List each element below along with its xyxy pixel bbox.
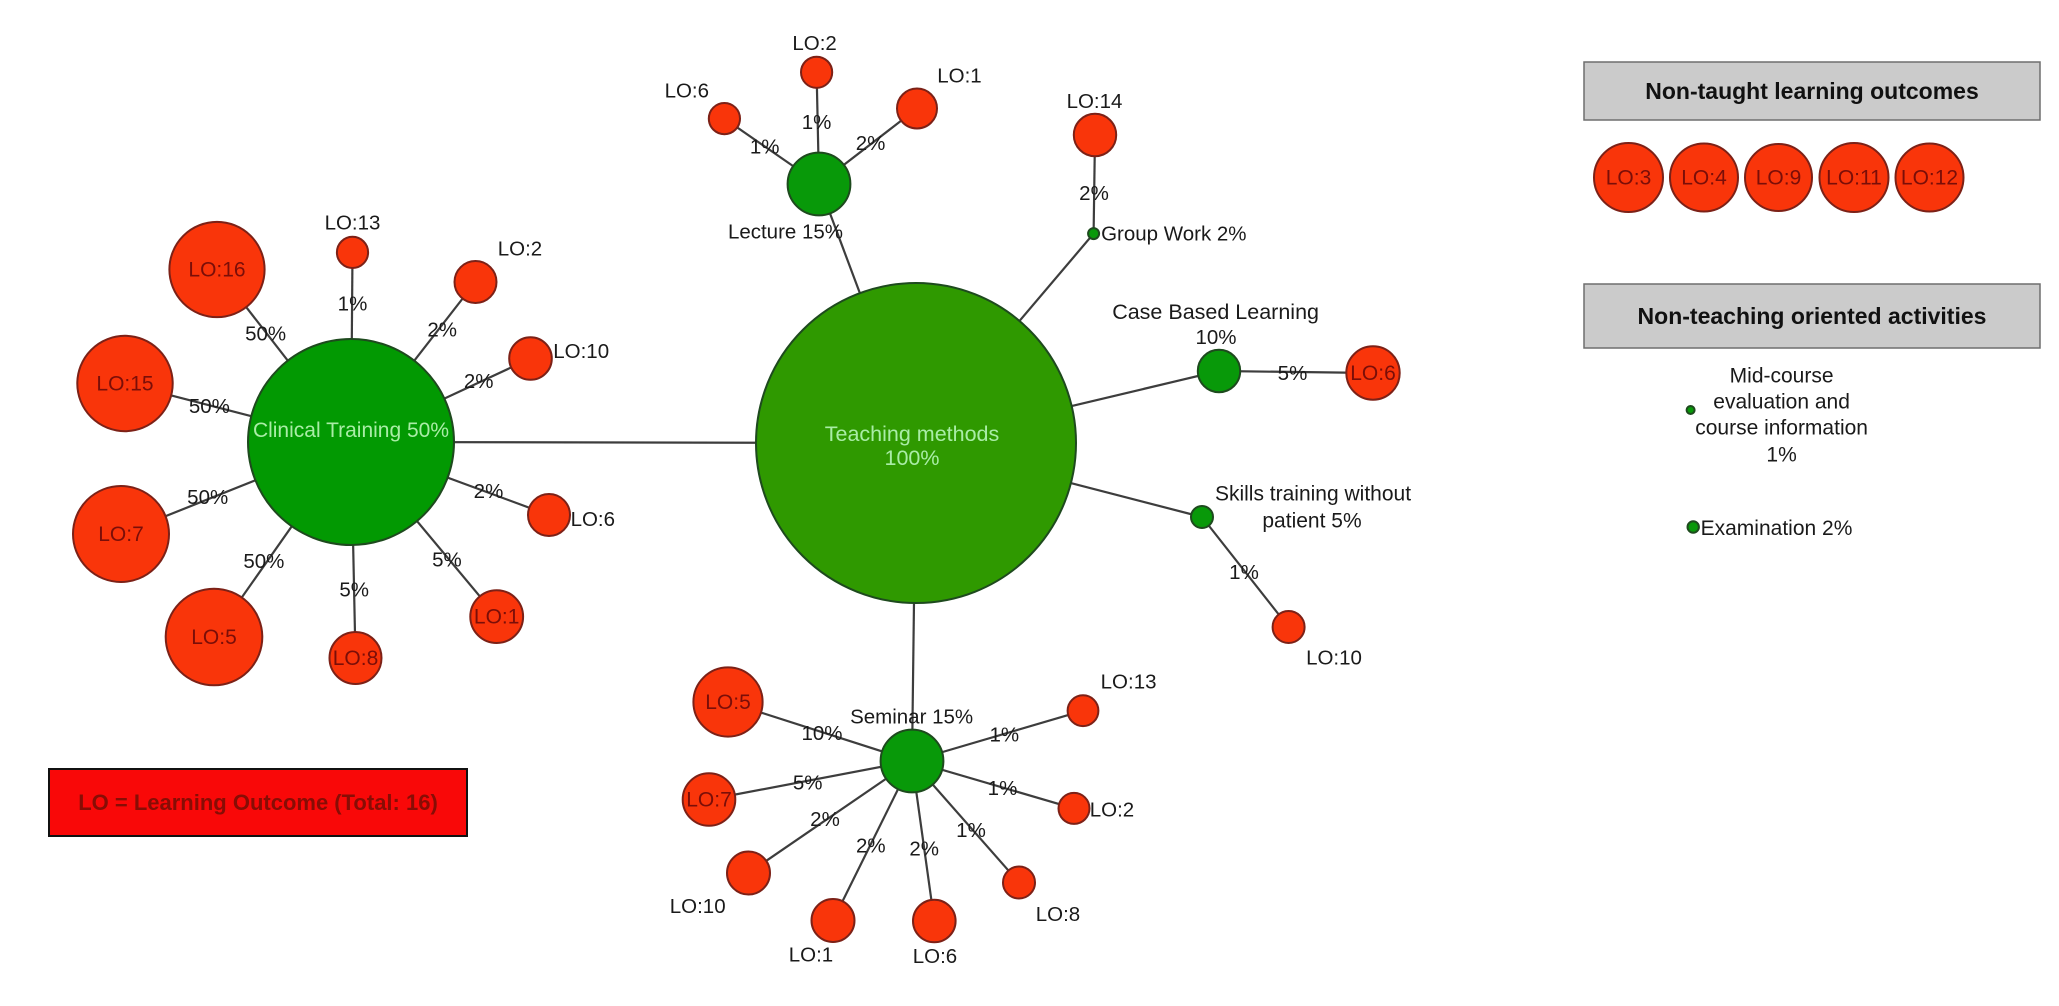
- svg-text:LO:10: LO:10: [553, 340, 609, 363]
- svg-text:Non-teaching oriented activiti: Non-teaching oriented activities: [1638, 303, 1987, 329]
- svg-text:Seminar 15%: Seminar 15%: [850, 706, 973, 729]
- svg-text:100%: 100%: [885, 446, 940, 470]
- svg-text:Non-taught learning outcomes: Non-taught learning outcomes: [1645, 78, 1979, 104]
- svg-text:50%: 50%: [189, 395, 230, 418]
- svg-text:LO:11: LO:11: [1826, 167, 1882, 190]
- svg-text:LO:6: LO:6: [1350, 362, 1396, 385]
- svg-text:LO:10: LO:10: [670, 895, 726, 918]
- svg-text:50%: 50%: [243, 550, 284, 573]
- svg-text:5%: 5%: [793, 771, 823, 794]
- svg-text:5%: 5%: [432, 548, 462, 571]
- svg-text:LO:12: LO:12: [1901, 167, 1958, 190]
- svg-text:Mid-course: Mid-course: [1730, 365, 1834, 388]
- svg-text:2%: 2%: [474, 480, 504, 503]
- svg-text:10%: 10%: [801, 722, 842, 745]
- svg-text:Clinical Training 50%: Clinical Training 50%: [253, 419, 449, 442]
- svg-text:LO:13: LO:13: [1101, 671, 1157, 694]
- svg-text:LO:8: LO:8: [333, 647, 379, 670]
- svg-text:LO:16: LO:16: [188, 259, 245, 282]
- svg-text:LO:14: LO:14: [1067, 90, 1123, 113]
- svg-text:LO:5: LO:5: [705, 691, 751, 714]
- svg-text:2%: 2%: [856, 835, 886, 858]
- svg-text:5%: 5%: [1278, 362, 1308, 385]
- svg-text:LO:2: LO:2: [792, 32, 836, 55]
- svg-text:LO:6: LO:6: [665, 80, 709, 103]
- svg-text:LO:6: LO:6: [571, 508, 615, 531]
- svg-text:course information: course information: [1695, 417, 1868, 440]
- svg-text:2%: 2%: [464, 370, 494, 393]
- svg-text:Teaching methods: Teaching methods: [825, 422, 1000, 446]
- svg-text:Examination 2%: Examination 2%: [1701, 517, 1853, 540]
- svg-text:LO:10: LO:10: [1306, 647, 1362, 670]
- svg-text:2%: 2%: [909, 837, 939, 860]
- svg-text:2%: 2%: [1079, 182, 1109, 205]
- svg-text:LO:6: LO:6: [913, 945, 957, 968]
- svg-text:2%: 2%: [427, 318, 457, 341]
- svg-text:evaluation and: evaluation and: [1713, 391, 1850, 414]
- svg-text:patient 5%: patient 5%: [1262, 510, 1361, 533]
- svg-text:1%: 1%: [1766, 444, 1796, 467]
- svg-text:5%: 5%: [339, 579, 369, 602]
- svg-text:LO:2: LO:2: [1090, 799, 1134, 822]
- svg-text:50%: 50%: [187, 486, 228, 509]
- svg-text:LO = Learning Outcome (Total:: LO = Learning Outcome (Total: 16): [78, 790, 438, 815]
- svg-text:Lecture 15%: Lecture 15%: [728, 220, 843, 243]
- svg-text:LO:3: LO:3: [1606, 167, 1652, 190]
- svg-text:LO:13: LO:13: [325, 211, 381, 234]
- svg-text:1%: 1%: [1229, 561, 1259, 584]
- svg-text:1%: 1%: [750, 135, 780, 158]
- svg-text:50%: 50%: [245, 323, 286, 346]
- svg-text:1%: 1%: [988, 777, 1018, 800]
- svg-text:LO:1: LO:1: [789, 944, 833, 967]
- svg-text:1%: 1%: [956, 819, 986, 842]
- svg-text:LO:1: LO:1: [474, 606, 520, 629]
- svg-text:LO:9: LO:9: [1756, 167, 1802, 190]
- svg-text:2%: 2%: [856, 132, 886, 155]
- svg-text:LO:2: LO:2: [498, 237, 542, 260]
- svg-text:10%: 10%: [1195, 326, 1236, 349]
- svg-text:LO:8: LO:8: [1036, 903, 1080, 926]
- svg-text:LO:5: LO:5: [191, 626, 237, 649]
- svg-text:LO:7: LO:7: [98, 523, 144, 546]
- svg-text:LO:4: LO:4: [1681, 167, 1727, 190]
- svg-text:LO:15: LO:15: [96, 373, 153, 396]
- svg-text:1%: 1%: [989, 724, 1019, 747]
- svg-text:Group Work 2%: Group Work 2%: [1101, 223, 1246, 246]
- svg-text:Case Based Learning: Case Based Learning: [1112, 300, 1319, 324]
- svg-text:2%: 2%: [810, 808, 840, 831]
- svg-text:LO:1: LO:1: [937, 65, 981, 88]
- svg-text:1%: 1%: [338, 292, 368, 315]
- svg-text:1%: 1%: [802, 111, 832, 134]
- svg-text:Skills training without: Skills training without: [1215, 483, 1411, 506]
- svg-text:LO:7: LO:7: [686, 789, 732, 812]
